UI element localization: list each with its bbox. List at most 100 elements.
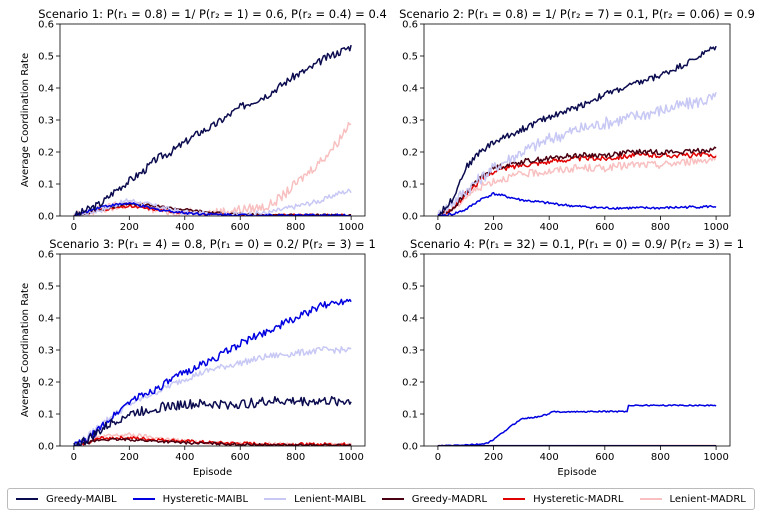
series-group — [73, 44, 352, 216]
legend-item: Lenient-MAIBL — [264, 494, 366, 505]
x-tick-label: 600 — [595, 452, 614, 463]
y-tick-label: 0.0 — [402, 212, 418, 223]
series-group — [73, 298, 352, 446]
y-tick-label: 0.2 — [38, 148, 54, 159]
series-line-greedy-maibl — [437, 45, 717, 216]
y-tick-label: 0.3 — [38, 346, 54, 357]
y-tick-label: 0.6 — [402, 250, 418, 261]
chart-panel-4: 0 200 400 600 800 1000 0.0 0.1 0.2 0.3 0.4 0.5 0.6Sc… — [402, 237, 744, 478]
chart-panel-2: 0 200 400 600 800 1000 0.0 0.1 0.2 0.3 0.4 0.5 0.6Sc… — [399, 7, 755, 233]
y-tick-label: 0.3 — [402, 116, 418, 127]
legend-label: Greedy-MAIBL — [46, 493, 117, 505]
legend-label: Hysteretic-MAIBL — [162, 493, 249, 505]
legend-swatch — [381, 498, 404, 500]
x-tick-label: 800 — [286, 452, 305, 463]
series-line-hysteretic-maibl — [73, 202, 352, 216]
series-group — [437, 45, 717, 216]
y-tick-label: 0.5 — [38, 282, 54, 293]
y-tick-label: 0.2 — [38, 378, 54, 389]
series-line-greedy-maibl — [73, 44, 352, 216]
x-tick-label: 200 — [120, 452, 139, 463]
x-tick-label: 200 — [120, 222, 139, 233]
x-tick-label: 0 — [71, 452, 77, 463]
x-tick-label: 800 — [286, 222, 305, 233]
y-tick-label: 0.2 — [402, 148, 418, 159]
y-tick-label: 0.6 — [38, 250, 54, 261]
legend-item: Greedy-MADRL — [381, 493, 488, 505]
y-tick-label: 0.4 — [38, 314, 54, 325]
chart-title: Scenario 2: P(r₁ = 0.8) = 1/ P(r₂ = 7) =… — [399, 7, 755, 21]
y-tick-label: 0.3 — [38, 116, 54, 127]
x-tick-label: 1000 — [338, 222, 363, 233]
y-tick-label: 0.5 — [402, 52, 418, 63]
legend-item: Hysteretic-MADRL — [503, 494, 623, 505]
x-tick-label: 1000 — [703, 222, 728, 233]
y-tick-label: 0.4 — [38, 84, 54, 95]
series-line-lenient-maibl — [73, 346, 352, 446]
legend-item: Lenient-MADRL — [639, 494, 746, 505]
x-tick-label: 0 — [71, 222, 77, 233]
legend-swatch — [503, 498, 526, 500]
series-line-lenient-madrl — [437, 154, 717, 216]
y-tick-label: 0.6 — [38, 20, 54, 31]
series-line-greedy-madrl — [73, 437, 352, 446]
chart-panel-1: 0 200 400 600 800 1000 0.0 0.1 0.2 0.3 0.4 0.5 0.6Sc… — [20, 7, 387, 233]
legend-label: Lenient-MAIBL — [294, 493, 366, 505]
x-tick-label: 400 — [540, 452, 559, 463]
y-tick-label: 0.1 — [38, 410, 54, 421]
x-tick-label: 800 — [651, 452, 670, 463]
x-tick-label: 200 — [484, 452, 503, 463]
series-line-greedy-maibl — [73, 395, 352, 446]
y-axis-label: Average Coordination Rate — [20, 53, 31, 187]
chart-panel-3: 0 200 400 600 800 1000 0.0 0.1 0.2 0.3 0.4 0.5 0.6Sc… — [20, 237, 376, 478]
legend-item: Hysteretic-MAIBL — [132, 493, 249, 505]
legend-swatch — [132, 498, 155, 500]
series-line-hysteretic-maibl — [437, 403, 717, 446]
x-tick-label: 0 — [435, 452, 441, 463]
x-tick-label: 800 — [651, 222, 670, 233]
chart-title: Scenario 4: P(r₁ = 32) = 0.1, P(r₁ = 0) … — [410, 237, 744, 251]
axes-frame — [59, 23, 366, 217]
x-tick-label: 600 — [595, 222, 614, 233]
legend-swatch — [639, 498, 662, 500]
series-group — [437, 403, 717, 446]
y-tick-label: 0.0 — [38, 212, 54, 223]
legend-item: Greedy-MAIBL — [16, 494, 117, 505]
x-tick-label: 0 — [435, 222, 441, 233]
chart-title: Scenario 1: P(r₁ = 0.8) = 1/ P(r₂ = 1) =… — [38, 7, 387, 21]
x-axis-label: Episode — [557, 467, 596, 478]
legend-swatch — [264, 498, 287, 500]
y-tick-label: 0.0 — [38, 442, 54, 453]
axes-frame — [423, 253, 731, 447]
y-tick-label: 0.4 — [402, 84, 418, 95]
y-tick-label: 0.6 — [402, 20, 418, 31]
series-line-hysteretic-maibl — [73, 298, 352, 446]
series-line-hysteretic-maibl — [437, 191, 717, 216]
x-tick-label: 400 — [540, 222, 559, 233]
y-tick-label: 0.0 — [402, 442, 418, 453]
y-tick-label: 0.5 — [402, 282, 418, 293]
x-axis-label: Episode — [193, 467, 232, 478]
x-tick-label: 1000 — [338, 452, 363, 463]
legend-label: Hysteretic-MADRL — [533, 493, 624, 505]
x-tick-label: 1000 — [703, 452, 728, 463]
x-tick-label: 400 — [175, 222, 194, 233]
y-axis-label: Average Coordination Rate — [20, 283, 31, 417]
y-tick-label: 0.1 — [402, 410, 418, 421]
x-tick-label: 400 — [175, 452, 194, 463]
series-line-lenient-madrl — [73, 121, 352, 216]
y-tick-label: 0.3 — [402, 346, 418, 357]
x-tick-label: 600 — [231, 452, 250, 463]
legend: Greedy-MAIBL Hysteretic-MAIBL Lenient-MA… — [7, 488, 755, 510]
x-tick-label: 200 — [484, 222, 503, 233]
axes-frame — [59, 253, 366, 447]
y-tick-label: 0.2 — [402, 378, 418, 389]
y-tick-label: 0.1 — [38, 180, 54, 191]
axes-frame — [423, 23, 731, 217]
series-line-lenient-maibl — [437, 91, 717, 216]
legend-label: Greedy-MADRL — [411, 493, 488, 505]
legend-swatch — [16, 498, 39, 500]
y-tick-label: 0.5 — [38, 52, 54, 63]
chart-title: Scenario 3: P(r₁ = 4) = 0.8, P(r₁ = 0) =… — [49, 237, 376, 251]
